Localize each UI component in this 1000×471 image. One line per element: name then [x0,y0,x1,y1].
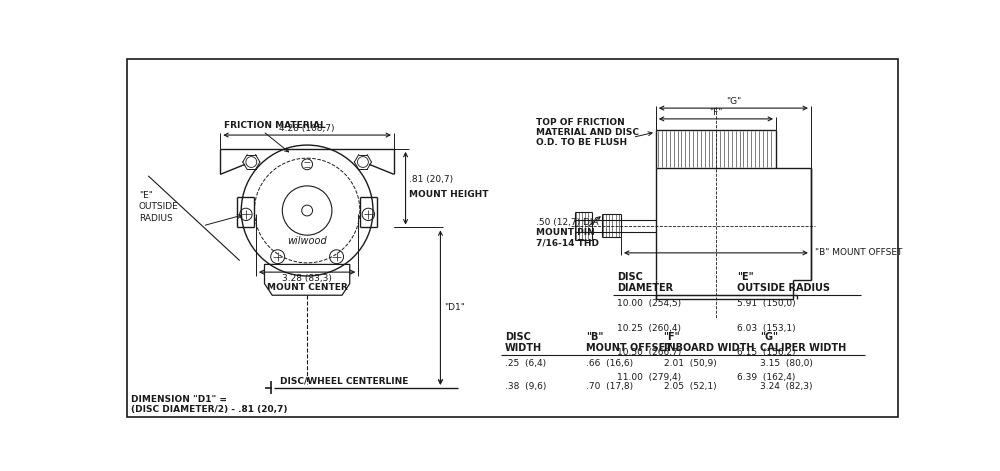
Text: OUTSIDE: OUTSIDE [139,202,179,211]
Text: "D1": "D1" [444,303,465,312]
Text: 2.05  (52,1): 2.05 (52,1) [664,382,716,391]
Text: FRICTION MATERIAL: FRICTION MATERIAL [224,121,326,130]
Text: 7/16-14 THD: 7/16-14 THD [536,238,599,247]
Text: .66  (16,6): .66 (16,6) [586,359,633,368]
Text: WIDTH: WIDTH [505,343,542,353]
Text: 2.01  (50,9): 2.01 (50,9) [664,359,716,368]
Text: "F": "F" [709,107,723,117]
Text: MOUNT PIN: MOUNT PIN [536,228,594,237]
Text: "E": "E" [139,191,153,200]
Text: 6.15  (156,2): 6.15 (156,2) [737,349,796,357]
Text: (DISC DIAMETER/2) - .81 (20,7): (DISC DIAMETER/2) - .81 (20,7) [131,405,288,414]
Text: "B": "B" [586,332,604,342]
Text: MOUNT CENTER: MOUNT CENTER [267,283,348,292]
Text: INBOARD WIDTH: INBOARD WIDTH [664,343,754,353]
Text: 4.28 (108,7): 4.28 (108,7) [279,124,335,133]
Text: 3.15  (80,0): 3.15 (80,0) [761,359,813,368]
Text: 3.28 (83,3): 3.28 (83,3) [282,275,332,284]
Text: TOP OF FRICTION: TOP OF FRICTION [536,118,624,127]
Text: MOUNT OFFSET: MOUNT OFFSET [586,343,672,353]
Text: RADIUS: RADIUS [139,214,173,223]
Text: CALIPER WIDTH: CALIPER WIDTH [761,343,847,353]
Text: "G": "G" [761,332,778,342]
Text: .70  (17,8): .70 (17,8) [586,382,633,391]
Text: DIAMETER: DIAMETER [617,283,673,293]
Text: "E": "E" [737,272,754,282]
Text: MATERIAL AND DISC: MATERIAL AND DISC [536,128,639,137]
Text: 6.03  (153,1): 6.03 (153,1) [737,324,796,333]
Text: .25  (6,4): .25 (6,4) [505,359,546,368]
Text: DISC/WHEEL CENTERLINE: DISC/WHEEL CENTERLINE [280,376,408,385]
Text: MOUNT HEIGHT: MOUNT HEIGHT [409,190,489,199]
Text: 10.50  (266,7): 10.50 (266,7) [617,349,681,357]
Text: 10.00  (254,5): 10.00 (254,5) [617,299,681,308]
Text: OUTSIDE RADIUS: OUTSIDE RADIUS [737,283,830,293]
Text: 11.00  (279,4): 11.00 (279,4) [617,373,681,382]
Text: O.D. TO BE FLUSH: O.D. TO BE FLUSH [536,138,627,147]
Text: 3.24  (82,3): 3.24 (82,3) [761,382,813,391]
Text: DIMENSION "D1" =: DIMENSION "D1" = [131,395,227,404]
Text: DISC: DISC [617,272,643,282]
Text: .81 (20,7): .81 (20,7) [409,175,454,184]
Text: DISC: DISC [505,332,531,342]
Text: "B" MOUNT OFFSET: "B" MOUNT OFFSET [815,248,902,257]
Text: .38  (9,6): .38 (9,6) [505,382,546,391]
Text: wilwood: wilwood [287,236,327,246]
Text: "G": "G" [726,97,741,106]
Text: 10.25  (260,4): 10.25 (260,4) [617,324,681,333]
Text: .50 (12,7) DIA: .50 (12,7) DIA [536,218,598,227]
Text: 6.39  (162,4): 6.39 (162,4) [737,373,796,382]
Text: 5.91  (150,0): 5.91 (150,0) [737,299,796,308]
Text: "F": "F" [664,332,680,342]
